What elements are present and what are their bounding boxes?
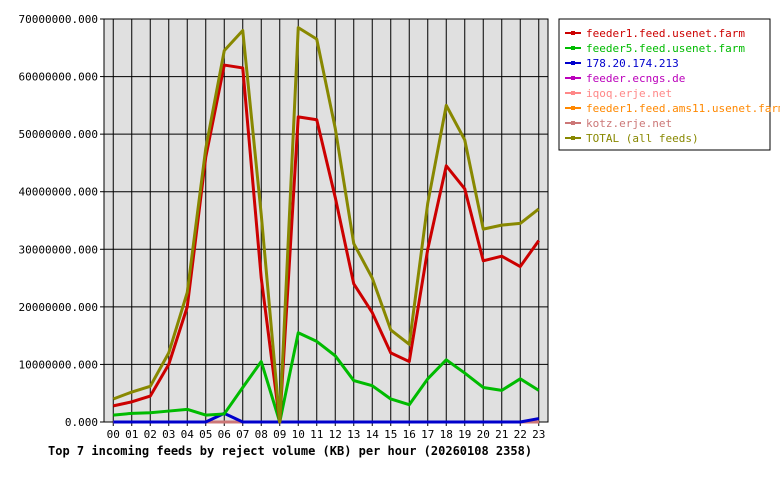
y-tick-label: 10000000.000 (19, 358, 98, 371)
x-tick-label: 04 (181, 428, 195, 441)
x-tick-label: 05 (199, 428, 212, 441)
x-tick-label: 00 (107, 428, 120, 441)
legend-label: feeder1.feed.ams11.usenet.farm (586, 102, 780, 115)
legend-label: TOTAL (all feeds) (586, 132, 699, 145)
x-tick-label: 18 (440, 428, 453, 441)
x-tick-label: 07 (236, 428, 249, 441)
x-tick-label: 20 (477, 428, 490, 441)
legend-label: 178.20.174.213 (586, 57, 679, 70)
x-tick-label: 03 (162, 428, 175, 441)
series-line-2 (113, 411, 540, 424)
legend-marker (571, 31, 575, 35)
x-tick-label: 01 (125, 428, 138, 441)
chart-title: Top 7 incoming feeds by reject volume (K… (48, 444, 533, 458)
x-tick-label: 15 (384, 428, 397, 441)
legend-marker (571, 136, 575, 140)
x-tick-label: 11 (310, 428, 323, 441)
legend-label: feeder1.feed.usenet.farm (586, 27, 745, 40)
y-tick-label: 30000000.000 (19, 243, 98, 256)
x-tick-label: 22 (514, 428, 527, 441)
legend-marker (571, 121, 575, 125)
x-axis: 00 01 02 03 04 05 06 07 08 09 10 11 12 13 14 15 16 17 18 19… (107, 422, 545, 441)
x-tick-label: 09 (273, 428, 286, 441)
legend-box (558, 18, 771, 151)
series-lines (112, 26, 540, 424)
x-tick-label: 16 (403, 428, 416, 441)
x-tick-label: 21 (495, 428, 508, 441)
series-line-0 (112, 63, 540, 424)
legend-marker (571, 106, 575, 110)
y-tick-label: 20000000.000 (19, 301, 98, 314)
x-tick-label: 10 (292, 428, 305, 441)
legend-marker (571, 61, 575, 65)
x-tick-label: 17 (421, 428, 434, 441)
series-line-7 (112, 26, 540, 424)
x-tick-label: 13 (347, 428, 360, 441)
legend-label: feeder.ecngs.de (586, 72, 685, 85)
y-tick-label: 50000000.000 (19, 128, 98, 141)
legend-marker (571, 46, 575, 50)
legend-label: iqoq.erje.net (586, 87, 672, 100)
legend-label: feeder5.feed.usenet.farm (586, 42, 745, 55)
x-tick-label: 02 (144, 428, 157, 441)
x-tick-label: 06 (218, 428, 231, 441)
y-axis: 0.000 10000000.000 20000000.000 30000000.00… (19, 13, 104, 429)
x-tick-label: 12 (329, 428, 342, 441)
x-tick-label: 14 (366, 428, 380, 441)
legend-marker (571, 91, 575, 95)
legend-label: kotz.erje.net (586, 117, 672, 130)
y-tick-label: 70000000.000 (19, 13, 98, 26)
x-tick-label: 19 (458, 428, 471, 441)
legend-marker (571, 76, 575, 80)
y-tick-label: 40000000.000 (19, 186, 98, 199)
y-tick-label: 60000000.000 (19, 71, 98, 84)
legend: feeder1.feed.usenet.farm feeder5.feed.use… (558, 18, 780, 151)
x-tick-label: 08 (255, 428, 268, 441)
series-line-1 (113, 331, 540, 424)
y-tick-label: 0.000 (65, 416, 98, 429)
x-tick-label: 23 (532, 428, 545, 441)
